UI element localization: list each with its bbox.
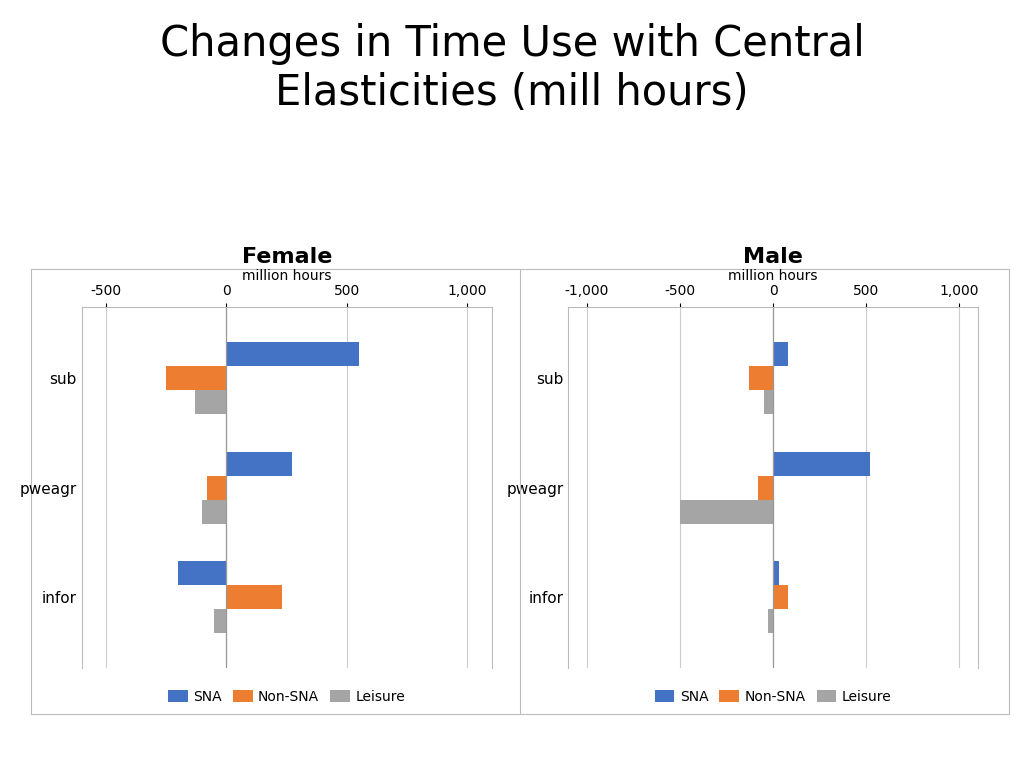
Bar [773, 343, 788, 366]
Bar [749, 366, 773, 390]
Bar [764, 390, 773, 415]
Bar [773, 452, 870, 475]
Title: Female: Female [242, 247, 332, 266]
Legend: SNA, Non-SNA, Leisure: SNA, Non-SNA, Leisure [168, 690, 406, 703]
Bar [166, 366, 226, 390]
Bar [178, 561, 226, 585]
Legend: SNA, Non-SNA, Leisure: SNA, Non-SNA, Leisure [654, 690, 892, 703]
Bar [773, 561, 778, 585]
Bar [203, 500, 226, 524]
Bar [207, 475, 226, 500]
X-axis label: million hours: million hours [242, 269, 332, 283]
Bar [196, 390, 226, 415]
X-axis label: million hours: million hours [728, 269, 818, 283]
Bar [226, 343, 359, 366]
Bar [226, 585, 282, 609]
Bar [680, 500, 773, 524]
Title: Male: Male [743, 247, 803, 266]
Bar [768, 609, 773, 633]
Bar [226, 452, 292, 475]
Bar [758, 475, 773, 500]
Text: Changes in Time Use with Central
Elasticities (mill hours): Changes in Time Use with Central Elastic… [160, 23, 864, 114]
Bar [214, 609, 226, 633]
Bar [773, 585, 788, 609]
